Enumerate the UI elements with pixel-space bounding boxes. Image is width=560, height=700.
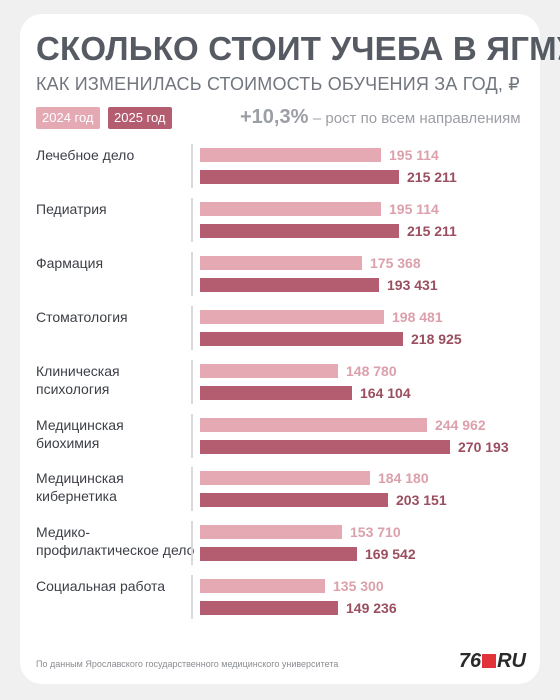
value-label: 203 151	[396, 492, 447, 509]
value-label: 135 300	[333, 578, 384, 595]
bar-2024	[200, 471, 370, 486]
bar-2024	[200, 525, 342, 540]
value-label: 195 114	[389, 147, 439, 163]
bar-2025	[200, 385, 352, 400]
group-separator	[191, 197, 193, 242]
bar-2024	[200, 417, 427, 432]
group-separator	[191, 575, 193, 620]
value-label: 195 114	[389, 200, 439, 217]
group-separator	[191, 144, 193, 188]
value-label: 148 780	[346, 362, 397, 379]
page-subtitle: КАК ИЗМЕНИЛАСЬ СТОИМОСТЬ ОБУЧЕНИЯ ЗА ГОД…	[36, 74, 520, 94]
group-separator	[191, 305, 193, 350]
category-label: Медицинская кибернетика	[36, 470, 124, 505]
source-note: По данным Ярославского государственного …	[36, 659, 339, 669]
value-label: 153 710	[350, 524, 401, 541]
bar-2024	[200, 309, 384, 324]
bar-2025	[200, 493, 388, 508]
category-label: Социальная работа	[36, 578, 166, 595]
bar-2024	[200, 201, 381, 216]
category-label: Клиническая психология	[36, 362, 120, 397]
category-label: Фармация	[36, 254, 104, 271]
group-separator	[191, 521, 193, 566]
logo-suffix: RU	[497, 650, 526, 672]
category-label: Медико- профилактическое дело	[36, 524, 195, 559]
value-label: 175 368	[370, 254, 421, 271]
bar-2025	[200, 277, 379, 292]
group-separator	[191, 467, 193, 512]
category-label: Педиатрия	[36, 200, 107, 217]
bar-2025	[200, 331, 403, 346]
logo: 76 RU	[459, 650, 526, 673]
value-label: 193 431	[387, 276, 438, 293]
growth-percent: +10,3%	[240, 106, 309, 128]
value-label: 198 481	[392, 308, 443, 325]
category-label: Лечебное дело	[36, 147, 135, 163]
infographic-card: СКОЛЬКО СТОИТ УЧЕБА В ЯГМУ КАК ИЗМЕНИЛАС…	[20, 14, 560, 684]
category-label: Стоматология	[36, 308, 128, 325]
logo-mark	[482, 654, 497, 668]
legend-2024: 2024 год	[36, 107, 100, 129]
growth-note: +10,3% – рост по всем направлениям	[240, 106, 521, 129]
bar-2024	[200, 579, 325, 594]
value-label: 215 211	[407, 222, 457, 239]
page-title: СКОЛЬКО СТОИТ УЧЕБА В ЯГМУ	[36, 30, 560, 67]
value-label: 184 180	[378, 470, 429, 487]
value-label: 218 925	[411, 330, 462, 347]
growth-text: – рост по всем направлениям	[312, 110, 521, 127]
group-separator	[191, 413, 193, 458]
value-label: 149 236	[346, 600, 397, 617]
bar-2025	[200, 547, 357, 562]
value-label: 270 193	[458, 438, 509, 455]
bar-2025	[200, 223, 399, 238]
bar-2025	[200, 601, 338, 616]
value-label: 169 542	[365, 546, 416, 563]
bar-2024	[200, 255, 362, 270]
bar-2024	[200, 148, 381, 162]
bar-2025	[200, 439, 450, 454]
bar-2025	[200, 170, 399, 184]
category-label: Медицинская биохимия	[36, 416, 124, 451]
logo-number: 76	[458, 650, 482, 672]
group-separator	[191, 251, 193, 296]
value-label: 164 104	[360, 384, 411, 401]
bar-2024	[200, 363, 338, 378]
value-label: 215 211	[407, 169, 457, 185]
group-separator	[191, 359, 193, 404]
legend-2025: 2025 год	[108, 107, 172, 129]
value-label: 244 962	[435, 416, 486, 433]
